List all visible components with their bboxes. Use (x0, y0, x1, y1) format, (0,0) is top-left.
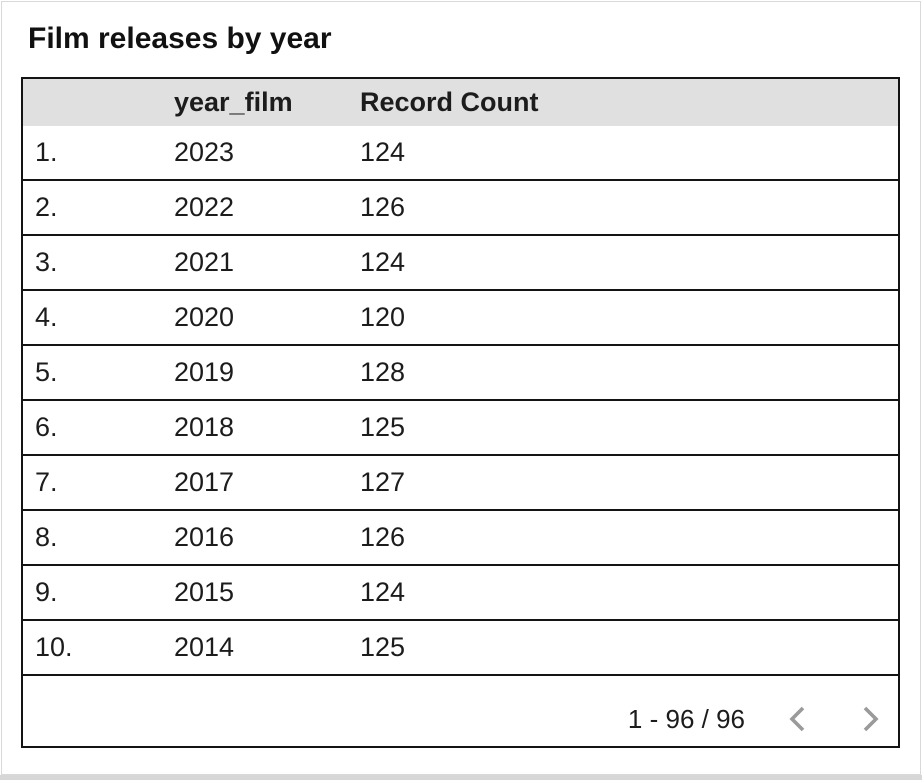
record-count-cell: 126 (360, 192, 406, 222)
column-header-record-count[interactable]: Record Count (360, 87, 539, 117)
record-count-cell: 126 (360, 522, 406, 552)
row-index-cell: 2. (35, 192, 58, 222)
row-index-cell: 10. (35, 632, 73, 662)
chevron-right-icon (852, 702, 886, 736)
year-film-cell: 2023 (174, 137, 235, 167)
table-row: 3. 2021 124 (23, 236, 898, 291)
pagination-next-button[interactable] (845, 695, 893, 743)
record-count-cell: 127 (360, 467, 406, 497)
row-index-cell: 5. (35, 357, 58, 387)
year-film-cell: 2019 (174, 357, 235, 387)
year-film-cell: 2018 (174, 412, 235, 442)
table-row: 10. 2014 125 (23, 621, 898, 676)
record-count-cell: 124 (360, 577, 406, 607)
table-row: 4. 2020 120 (23, 291, 898, 346)
record-count-cell: 128 (360, 357, 406, 387)
row-index-cell: 8. (35, 522, 58, 552)
bottom-divider (0, 775, 922, 780)
table-row: 5. 2019 128 (23, 346, 898, 401)
table-row: 2. 2022 126 (23, 181, 898, 236)
year-film-cell: 2014 (174, 632, 235, 662)
data-table: year_film Record Count 1. 2023 124 2. 20… (21, 77, 900, 748)
year-film-cell: 2016 (174, 522, 235, 552)
row-index-cell: 6. (35, 412, 58, 442)
row-index-cell: 9. (35, 577, 58, 607)
table-row: 7. 2017 127 (23, 456, 898, 511)
table-footer: 1 - 96 / 96 (23, 676, 898, 746)
page-title: Film releases by year (28, 22, 332, 55)
record-count-cell: 124 (360, 247, 406, 277)
record-count-cell: 124 (360, 137, 406, 167)
year-film-cell: 2020 (174, 302, 235, 332)
year-film-cell: 2021 (174, 247, 235, 277)
table-row: 8. 2016 126 (23, 511, 898, 566)
pagination-range-label: 1 - 96 / 96 (627, 703, 745, 734)
column-header-year-film[interactable]: year_film (174, 87, 293, 117)
table-row: 6. 2018 125 (23, 401, 898, 456)
chevron-left-icon (782, 702, 816, 736)
year-film-cell: 2022 (174, 192, 235, 222)
record-count-cell: 125 (360, 632, 406, 662)
table-row: 9. 2015 124 (23, 566, 898, 621)
row-index-cell: 4. (35, 302, 58, 332)
table-row: 1. 2023 124 (23, 126, 898, 181)
year-film-cell: 2015 (174, 577, 235, 607)
year-film-cell: 2017 (174, 467, 235, 497)
row-index-cell: 3. (35, 247, 58, 277)
table-body: 1. 2023 124 2. 2022 126 3. 2021 124 4. 2… (23, 126, 898, 676)
pagination-prev-button[interactable] (775, 695, 823, 743)
record-count-cell: 125 (360, 412, 406, 442)
record-count-cell: 120 (360, 302, 406, 332)
table-header-row: year_film Record Count (23, 79, 898, 126)
row-index-cell: 7. (35, 467, 58, 497)
row-index-cell: 1. (35, 137, 58, 167)
